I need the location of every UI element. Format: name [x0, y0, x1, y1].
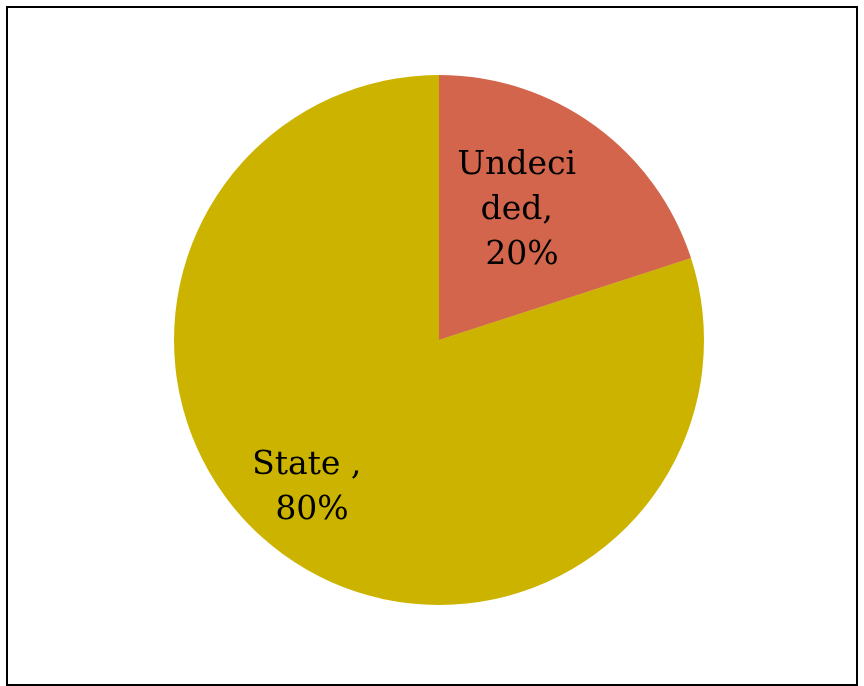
pie-labels: Undeci ded, 20% State , 80%	[252, 143, 586, 527]
slice-label-undecided: Undeci ded, 20%	[457, 143, 586, 272]
slice-label-state-line-2: 80%	[275, 488, 348, 527]
slice-label-undecided-line-3: 20%	[485, 233, 558, 272]
slice-label-undecided-line-1: Undeci	[457, 143, 576, 182]
pie-slices	[173, 75, 704, 606]
pie-slice-undecided	[439, 75, 692, 340]
pie-slice-state	[173, 75, 704, 606]
slice-label-state: State , 80%	[252, 443, 372, 527]
slice-label-state-line-1: State ,	[252, 443, 361, 482]
slice-label-undecided-line-2: ded,	[481, 188, 553, 227]
